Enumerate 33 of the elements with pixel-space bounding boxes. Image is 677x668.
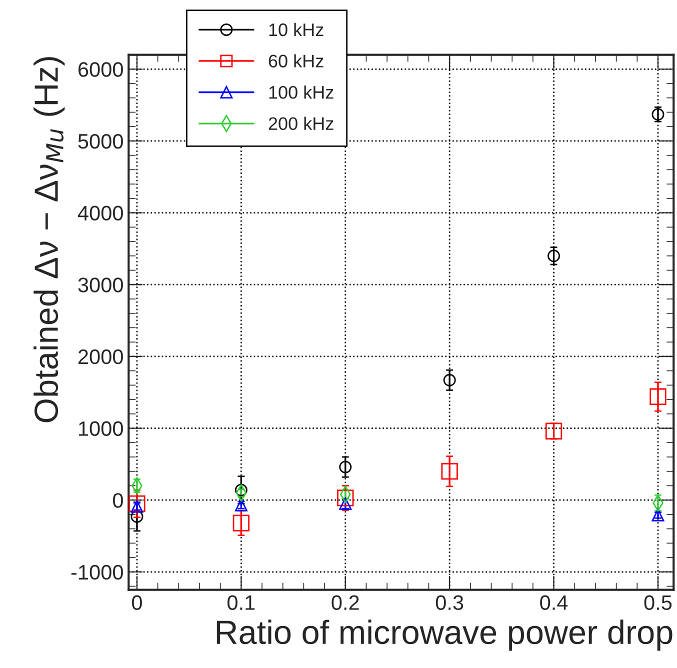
point [337,490,354,506]
point [652,108,664,121]
point [545,422,562,440]
point [234,498,248,512]
x-tick-label: 0.3 [436,595,464,610]
point [650,388,666,405]
x-tick-label: 0.4 [540,595,568,610]
y-tick-label: 5000 [78,134,123,149]
point [234,484,248,496]
legend-label: 60 kHz [268,54,324,68]
point [441,463,458,480]
point [232,514,250,532]
legend-label: 100 kHz [269,85,334,99]
point [548,250,560,262]
y-axis-title: Obtained Δν − Δν$_{Mu}$ (Hz) [34,57,65,422]
point [128,495,146,512]
y-tick-label: 1000 [79,421,123,436]
x-tick-label: 0.1 [228,595,255,610]
x-tick-label: 0 [132,595,142,610]
point [339,460,352,474]
legend-label: 10 kHz [269,22,324,36]
point [443,374,456,386]
y-tick-label: -1000 [71,564,123,580]
y-tick-label: 6000 [78,62,123,77]
y-tick-label: 2000 [78,349,123,364]
y-tick-label: 3000 [78,278,123,292]
x-tick-label: 0.2 [332,595,359,610]
legend-label: 200 kHz [268,116,334,130]
point [652,508,664,522]
y-tick-label: 4000 [78,206,123,221]
y-tick-label: 0 [112,493,123,508]
x-tick-label: 0.5 [644,595,672,610]
x-axis-title: Ratio of microwave power drop [216,620,672,651]
